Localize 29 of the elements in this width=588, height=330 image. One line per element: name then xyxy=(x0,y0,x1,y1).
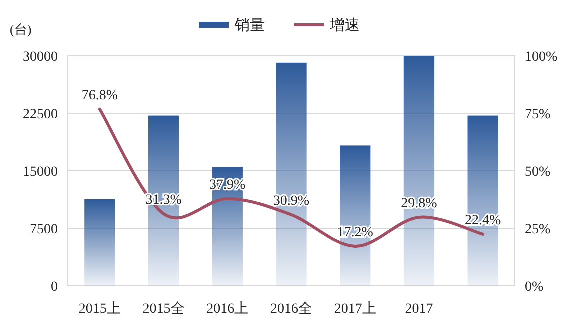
y-tick-label: 15000 xyxy=(23,165,58,180)
legend-label: 销量 xyxy=(234,18,265,34)
y-axis-title: (台) xyxy=(10,22,32,37)
y-tick-label: 30000 xyxy=(23,50,58,65)
bar xyxy=(404,56,435,286)
data-label: 76.8% xyxy=(82,88,118,104)
x-tick-label: 2016上 xyxy=(206,301,249,317)
bar xyxy=(148,116,180,286)
y-tick-label: 0 xyxy=(51,280,58,295)
y2-tick-label: 50% xyxy=(525,165,551,180)
y2-tick-label: 25% xyxy=(525,222,551,238)
y-tick-label: 7500 xyxy=(30,222,58,238)
bar xyxy=(340,146,371,286)
x-tick-label: 2017上 xyxy=(334,301,376,317)
data-label: 17.2% xyxy=(337,225,374,240)
x-tick-label: 2017 xyxy=(405,302,434,317)
legend-label: 增速 xyxy=(329,17,360,34)
bar xyxy=(84,199,116,286)
y-tick-label: 22500 xyxy=(23,108,58,122)
data-label: 30.9% xyxy=(273,194,310,209)
x-tick-label: 2015上 xyxy=(78,301,121,317)
x-tick-label: 2016全 xyxy=(270,301,312,317)
x-tick-label: 2015全 xyxy=(142,301,185,317)
y2-tick-label: 100% xyxy=(525,50,558,65)
y2-tick-label: 75% xyxy=(525,108,551,122)
data-label: 29.8% xyxy=(401,196,438,212)
y2-tick-label: 0% xyxy=(525,280,544,295)
bar xyxy=(276,62,307,286)
data-label: 22.4% xyxy=(464,213,502,228)
